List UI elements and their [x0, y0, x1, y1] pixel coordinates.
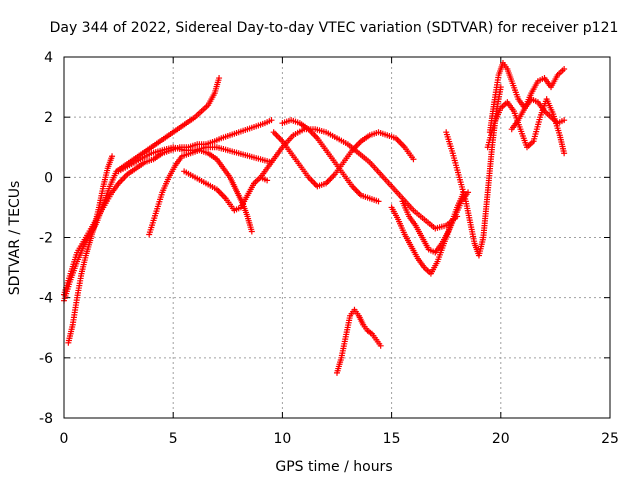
series-sat-p — [508, 96, 568, 133]
data-point — [561, 66, 568, 73]
data-point — [375, 198, 382, 205]
grid — [64, 57, 610, 418]
y-tick-label: 4 — [44, 50, 53, 66]
series-layer — [61, 60, 568, 376]
x-tick-label: 5 — [169, 431, 178, 447]
data-point — [465, 189, 472, 196]
axis-ticks: 0 5 10 15 20 25 -8 -6 -4 -2 0 2 4 — [39, 50, 619, 447]
series-sat-n — [486, 60, 568, 136]
series-sat-b — [61, 75, 223, 304]
series-sat-o — [484, 96, 568, 157]
plot-frame — [63, 56, 611, 419]
x-axis-label: GPS time / hours — [275, 459, 392, 475]
data-point — [109, 153, 116, 160]
series-sat-e — [146, 147, 255, 238]
data-point — [561, 117, 568, 124]
x-tick-label: 10 — [273, 431, 291, 447]
data-point — [268, 117, 275, 124]
data-point — [561, 150, 568, 157]
series-sat-c — [65, 153, 116, 346]
chart-title: Day 344 of 2022, Sidereal Day-to-day VTE… — [50, 20, 619, 36]
data-point — [377, 342, 384, 349]
y-axis-label: SDTVAR / TECUs — [7, 181, 23, 296]
data-point — [410, 156, 417, 163]
y-tick-label: -6 — [39, 351, 53, 367]
series-sat-j — [334, 306, 384, 376]
y-tick-label: 2 — [44, 110, 53, 126]
series-sat-f — [181, 168, 271, 214]
series-sat-l — [399, 189, 472, 256]
x-tick-label: 0 — [60, 431, 69, 447]
data-point — [264, 177, 271, 184]
y-tick-label: -2 — [39, 231, 53, 247]
x-tick-label: 20 — [492, 431, 510, 447]
data-point — [216, 75, 223, 82]
x-tick-label: 25 — [601, 431, 619, 447]
series-sat-k — [388, 189, 467, 277]
data-point — [248, 228, 255, 235]
x-tick-label: 15 — [383, 431, 401, 447]
y-tick-label: -4 — [39, 291, 53, 307]
y-tick-label: -8 — [39, 411, 53, 427]
y-tick-label: 0 — [44, 170, 53, 186]
series-sat-i — [270, 129, 417, 190]
